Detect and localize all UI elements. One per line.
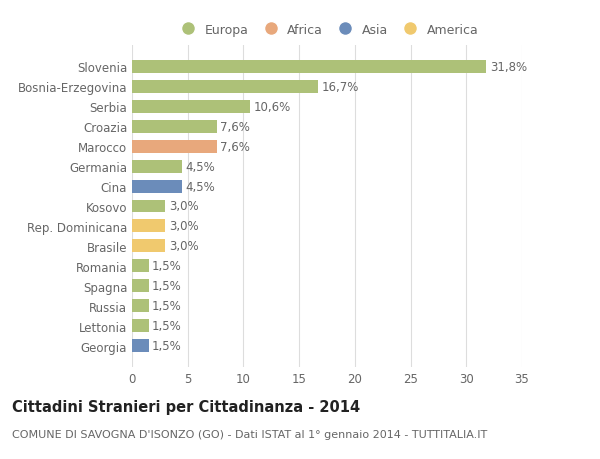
Bar xyxy=(132,240,166,253)
Text: 7,6%: 7,6% xyxy=(220,120,250,133)
Bar xyxy=(132,140,217,153)
Text: 1,5%: 1,5% xyxy=(152,340,182,353)
Text: 16,7%: 16,7% xyxy=(322,80,359,94)
Text: 3,0%: 3,0% xyxy=(169,220,199,233)
Bar xyxy=(132,340,149,353)
Bar xyxy=(132,160,182,173)
Bar xyxy=(132,320,149,333)
Text: COMUNE DI SAVOGNA D'ISONZO (GO) - Dati ISTAT al 1° gennaio 2014 - TUTTITALIA.IT: COMUNE DI SAVOGNA D'ISONZO (GO) - Dati I… xyxy=(12,429,487,439)
Text: 4,5%: 4,5% xyxy=(185,180,215,193)
Legend: Europa, Africa, Asia, America: Europa, Africa, Asia, America xyxy=(172,20,482,40)
Bar xyxy=(132,300,149,313)
Bar xyxy=(132,280,149,293)
Bar xyxy=(132,61,487,73)
Bar xyxy=(132,260,149,273)
Text: 1,5%: 1,5% xyxy=(152,280,182,293)
Bar xyxy=(132,80,318,93)
Bar xyxy=(132,120,217,133)
Text: Cittadini Stranieri per Cittadinanza - 2014: Cittadini Stranieri per Cittadinanza - 2… xyxy=(12,399,360,414)
Bar xyxy=(132,180,182,193)
Text: 3,0%: 3,0% xyxy=(169,240,199,253)
Text: 1,5%: 1,5% xyxy=(152,260,182,273)
Bar xyxy=(132,220,166,233)
Text: 3,0%: 3,0% xyxy=(169,200,199,213)
Text: 10,6%: 10,6% xyxy=(253,101,291,113)
Bar xyxy=(132,200,166,213)
Text: 1,5%: 1,5% xyxy=(152,319,182,333)
Bar xyxy=(132,101,250,113)
Text: 31,8%: 31,8% xyxy=(490,61,527,73)
Text: 7,6%: 7,6% xyxy=(220,140,250,153)
Text: 1,5%: 1,5% xyxy=(152,300,182,313)
Text: 4,5%: 4,5% xyxy=(185,160,215,173)
